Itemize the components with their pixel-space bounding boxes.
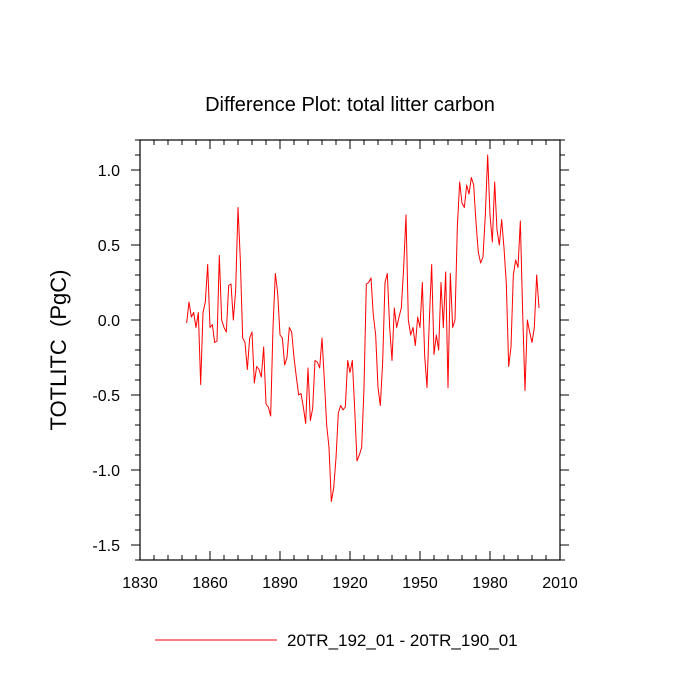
plot-frame <box>139 139 561 561</box>
y-tick-label: -0.5 <box>92 388 120 405</box>
y-axis-label: TOTLITC (PgC) <box>46 270 71 431</box>
legend-label: 20TR_192_01 - 20TR_190_01 <box>287 631 518 650</box>
x-tick-labels: 1830 1860 1890 1920 1950 1980 2010 <box>122 575 578 592</box>
y-tick-label: -1.5 <box>92 538 120 555</box>
x-tick-label: 1980 <box>472 575 508 592</box>
x-tick-label: 1860 <box>192 575 228 592</box>
x-tick-label: 1830 <box>122 575 158 592</box>
y-tick-labels: -1.5 -1.0 -0.5 0.0 0.5 1.0 <box>92 163 120 555</box>
x-tick-label: 1950 <box>402 575 438 592</box>
y-tick-label: -1.0 <box>92 463 120 480</box>
y-tick-label: 0.0 <box>98 313 120 330</box>
x-tick-label: 1890 <box>262 575 298 592</box>
axis-ticks <box>131 139 569 561</box>
x-tick-label: 2010 <box>542 575 578 592</box>
series-line <box>186 154 540 502</box>
legend: 20TR_192_01 - 20TR_190_01 <box>155 631 518 650</box>
x-tick-label: 1920 <box>332 575 368 592</box>
chart-title: Difference Plot: total litter carbon <box>205 94 495 116</box>
y-tick-label: 1.0 <box>98 163 120 180</box>
y-tick-label: 0.5 <box>98 238 120 255</box>
